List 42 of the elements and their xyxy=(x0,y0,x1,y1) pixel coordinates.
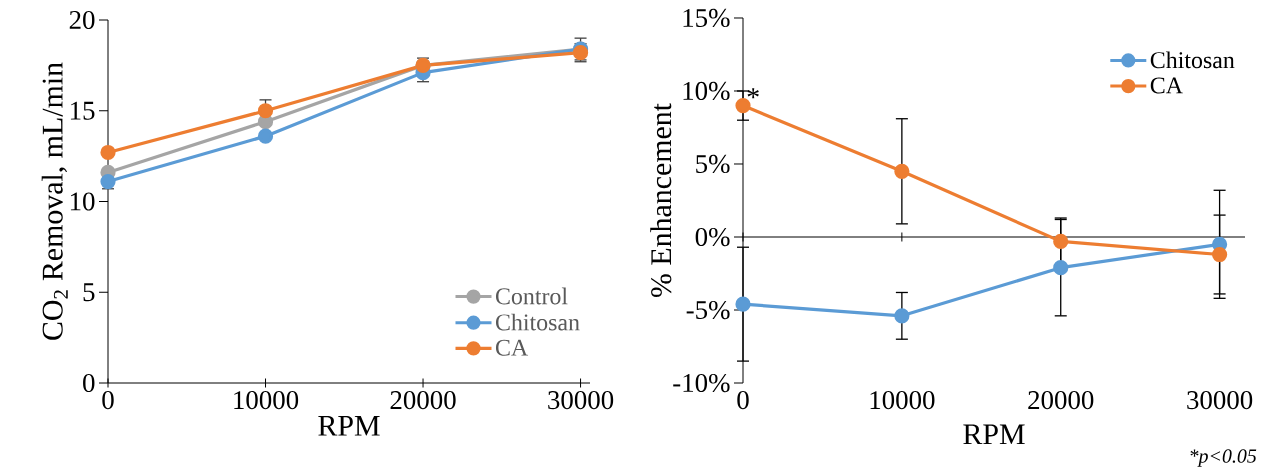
annotation: * xyxy=(747,88,759,99)
y-tick-label: 15% xyxy=(683,8,730,28)
x-tick-label: 30000 xyxy=(548,391,614,410)
point xyxy=(257,128,274,144)
point xyxy=(1211,246,1228,263)
point xyxy=(735,98,751,114)
legend-label: CA xyxy=(495,339,529,356)
x-tick-label: 0 xyxy=(737,391,749,410)
text: *p<0.05 xyxy=(1190,449,1257,467)
point xyxy=(1053,260,1069,276)
legend-label: Chitosan xyxy=(495,313,580,331)
point xyxy=(894,308,910,324)
y-tick-label: -10% xyxy=(673,373,730,393)
point xyxy=(735,296,751,312)
x-tick-label: 10000 xyxy=(234,391,299,410)
y-tick-label: 10 xyxy=(70,192,95,211)
x-axis-title: RPM xyxy=(318,416,380,436)
x-tick-label: 30000 xyxy=(1187,391,1253,410)
y-tick-label: 20 xyxy=(69,10,95,30)
y-tick-label: 0% xyxy=(695,227,730,247)
y-tick-label: 10% xyxy=(683,81,730,101)
point xyxy=(894,163,910,179)
y-tick-label: -5% xyxy=(686,300,730,320)
y-tick-label: 15 xyxy=(70,101,95,120)
point xyxy=(1053,233,1069,249)
x-tick-label: 0 xyxy=(102,391,114,410)
y-axis-title: % Enhancement xyxy=(650,103,672,297)
point xyxy=(257,103,274,119)
legend-label: CA xyxy=(1150,77,1183,94)
x-tick-label: 20000 xyxy=(390,391,456,410)
y-tick-label: 5% xyxy=(696,154,730,174)
x-axis-title: RPM xyxy=(963,424,1025,445)
y-axis-title: CO$_{2}$ Removal, mL/min xyxy=(41,62,68,340)
x-tick-label: 10000 xyxy=(870,391,935,410)
point xyxy=(100,144,116,161)
point xyxy=(100,173,116,190)
legend-label: Control xyxy=(495,287,568,305)
legend-label: Chitosan xyxy=(1150,51,1235,69)
y-tick-label: 5 xyxy=(83,283,95,302)
x-tick-label: 20000 xyxy=(1028,391,1094,410)
y-tick-label: 0 xyxy=(83,373,95,393)
point xyxy=(257,114,274,130)
